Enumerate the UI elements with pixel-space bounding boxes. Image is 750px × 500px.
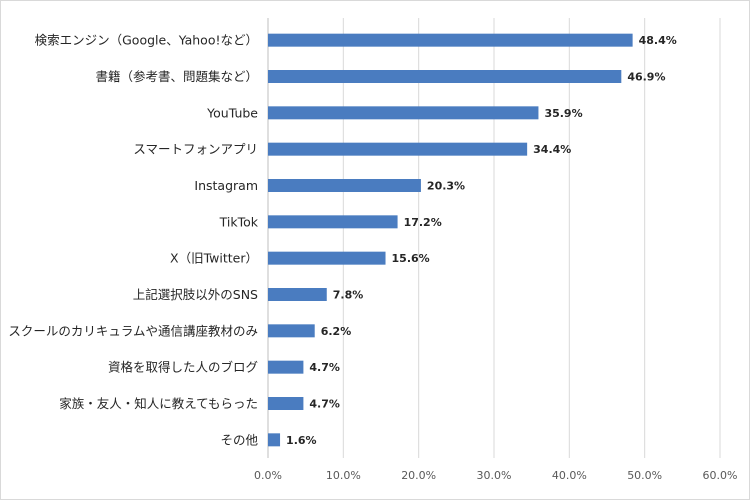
gridlines <box>267 18 721 458</box>
bar <box>268 33 633 47</box>
category-label: TikTok <box>219 214 259 229</box>
data-label: 7.8% <box>333 289 364 302</box>
category-label: X（旧Twitter） <box>170 251 258 266</box>
bar <box>268 70 622 83</box>
x-tick-label: 30.0% <box>477 469 512 482</box>
data-label: 20.3% <box>427 180 465 193</box>
bar <box>268 106 539 120</box>
category-labels: 検索エンジン（Google、Yahoo!など） 書籍（参考書、問題集など） YouT… <box>8 33 258 448</box>
x-tick-label: 10.0% <box>326 469 361 482</box>
x-tick-label: 50.0% <box>627 469 662 482</box>
data-label: 1.6% <box>286 434 317 447</box>
data-label: 4.7% <box>309 361 340 374</box>
x-tick-label: 20.0% <box>401 469 436 482</box>
data-label: 35.9% <box>544 107 582 120</box>
bar <box>268 288 327 301</box>
x-axis-ticks: 0.0% 10.0% 20.0% 30.0% 40.0% 50.0% 60.0% <box>254 469 737 482</box>
category-label: 検索エンジン（Google、Yahoo!など） <box>35 33 258 48</box>
category-label: Instagram <box>194 178 258 193</box>
category-label: 資格を取得した人のブログ <box>108 360 258 375</box>
category-label: スマートフォンアプリ <box>133 142 258 157</box>
data-label: 15.6% <box>392 252 430 265</box>
data-label: 34.4% <box>533 143 571 156</box>
category-label: 家族・友人・知人に教えてもらった <box>59 396 258 411</box>
category-label: スクールのカリキュラムや通信講座教材のみ <box>8 323 258 338</box>
bar <box>268 179 421 192</box>
x-tick-label: 0.0% <box>254 469 282 482</box>
bars <box>268 33 633 447</box>
value-labels: 48.4% 46.9% 35.9% 34.4% 20.3% 17.2% 15.6% 7.8% 6… <box>286 34 677 447</box>
data-label: 46.9% <box>627 71 665 84</box>
bar <box>268 142 528 156</box>
bar <box>268 324 315 338</box>
data-label: 4.7% <box>309 398 340 411</box>
bar <box>268 360 304 374</box>
bar <box>268 433 281 447</box>
category-label: その他 <box>220 432 258 447</box>
bar <box>268 397 304 410</box>
bar <box>268 215 398 229</box>
x-tick-label: 60.0% <box>703 469 738 482</box>
category-label: 書籍（参考書、問題集など） <box>95 69 258 84</box>
data-label: 48.4% <box>639 34 677 47</box>
x-tick-label: 40.0% <box>552 469 587 482</box>
bar <box>268 251 386 265</box>
data-label: 6.2% <box>321 325 352 338</box>
category-label: 上記選択肢以外のSNS <box>133 287 258 302</box>
category-label: YouTube <box>206 105 258 120</box>
data-label: 17.2% <box>404 216 442 229</box>
